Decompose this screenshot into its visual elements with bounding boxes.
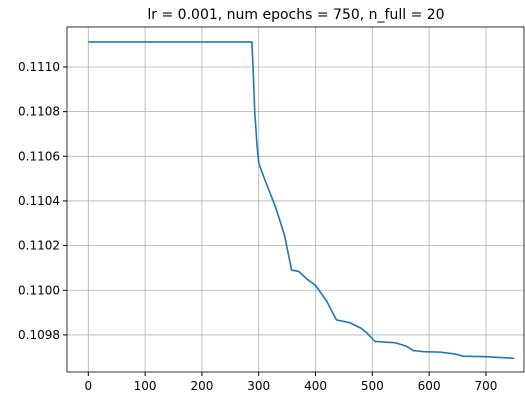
x-tick-label: 600 <box>418 379 441 393</box>
y-tick-label: 0.1098 <box>18 328 60 342</box>
y-tick-label: 0.1108 <box>18 105 60 119</box>
y-tick-label: 0.1102 <box>18 239 60 253</box>
y-tick-label: 0.1104 <box>18 194 60 208</box>
plot-frame <box>66 26 525 373</box>
y-tick-label: 0.1110 <box>18 60 60 74</box>
x-tick-label: 300 <box>247 379 270 393</box>
x-tick-label: 0 <box>84 379 92 393</box>
x-tick-label: 700 <box>474 379 497 393</box>
x-tick-label: 200 <box>190 379 213 393</box>
y-tick-label: 0.1106 <box>18 149 60 163</box>
chart-title: lr = 0.001, num epochs = 750, n_full = 2… <box>147 7 444 23</box>
x-tick-label: 400 <box>304 379 327 393</box>
x-tick-label: 100 <box>134 379 157 393</box>
y-tick-label: 0.1100 <box>18 283 60 297</box>
x-tick-label: 500 <box>361 379 384 393</box>
line <box>88 41 515 360</box>
